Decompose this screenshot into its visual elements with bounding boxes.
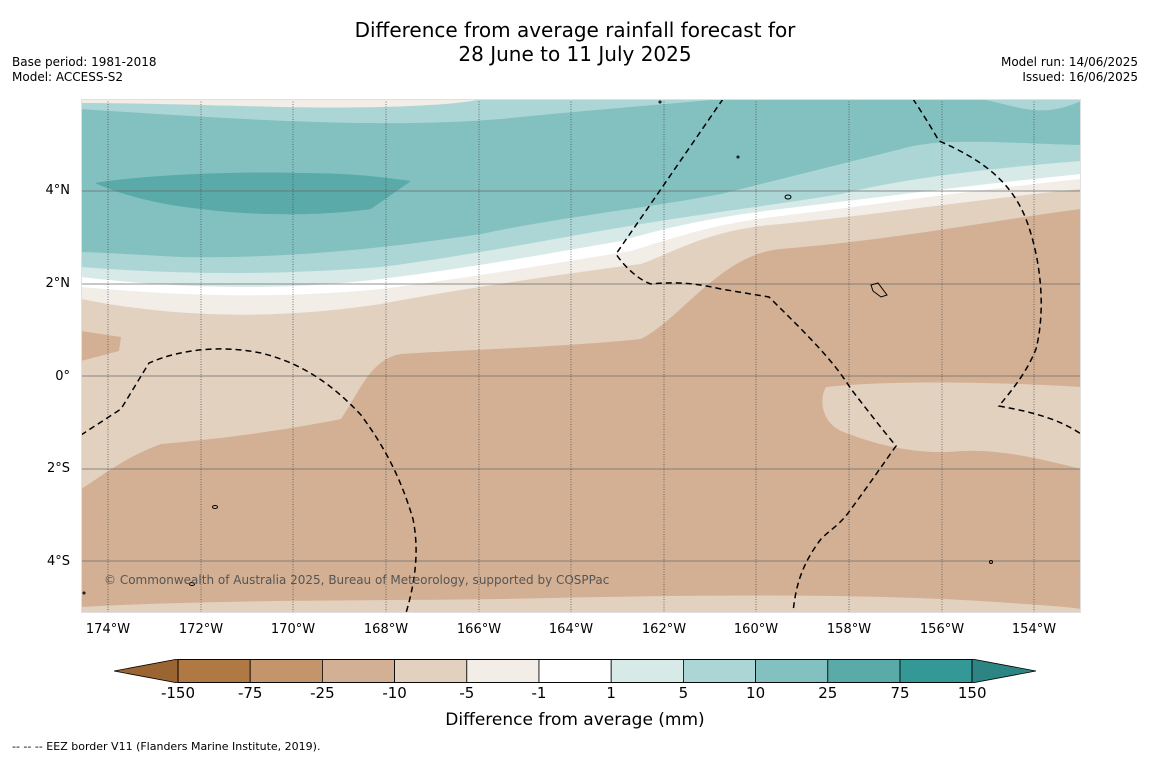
model-name: Model: ACCESS-S2 <box>12 70 124 84</box>
colorbar-cell <box>466 659 540 683</box>
colorbar-tick-label: 5 <box>678 684 689 702</box>
island-3 <box>212 505 218 509</box>
island-2 <box>870 282 888 298</box>
eez-border-west <box>81 348 417 613</box>
longitude-lines <box>107 99 1035 613</box>
colorbar-cell <box>177 659 251 683</box>
island-5 <box>658 100 662 104</box>
region-dry-light-south <box>81 595 1081 613</box>
region-top-sliver <box>81 99 481 108</box>
colorbar-cell <box>394 659 468 683</box>
lat-label-4s: 4°S <box>46 554 70 569</box>
model-run: Model run: 14/06/2025 <box>1000 55 1138 69</box>
copyright-notice: © Commonwealth of Australia 2025, Bureau… <box>104 573 610 587</box>
colorbar-extend-low <box>114 659 179 683</box>
colorbar-cell <box>755 659 829 683</box>
region-dry-light-east <box>822 382 1081 469</box>
title-line-1: Difference from average rainfall forecas… <box>354 18 796 42</box>
islands <box>82 100 993 595</box>
meta-right: Model run: 14/06/2025 Issued: 16/06/2025 <box>1001 55 1138 85</box>
colorbar-tick-label: -150 <box>160 684 196 702</box>
island-8 <box>82 591 86 595</box>
issued-date: Issued: 16/06/2025 <box>1022 70 1138 84</box>
colorbar-cell <box>899 659 973 683</box>
island-6 <box>736 155 740 159</box>
lon-label-154w: 154°W <box>1011 622 1057 637</box>
lat-label-2s: 2°S <box>46 461 70 476</box>
colorbar-tick-label: 150 <box>957 684 987 702</box>
island-7 <box>989 560 993 564</box>
lat-label-2n: 2°N <box>45 276 71 291</box>
lon-label-166w: 166°W <box>456 622 502 637</box>
lon-label-168w: 168°W <box>363 622 409 637</box>
lat-label-0: 0° <box>55 369 70 384</box>
colorbar-extend-high <box>971 659 1036 683</box>
chart-title: Difference from average rainfall forecas… <box>0 18 1150 66</box>
colorbar-cell <box>610 659 684 683</box>
lon-label-174w: 174°W <box>85 622 131 637</box>
colorbar-tick-label: 10 <box>746 684 766 702</box>
lon-label-170w: 170°W <box>270 622 316 637</box>
region-dry-patch-west <box>81 331 121 361</box>
lon-label-156w: 156°W <box>919 622 965 637</box>
colorbar <box>114 659 1036 683</box>
lat-label-4n: 4°N <box>45 183 71 198</box>
forecast-map <box>81 99 1081 613</box>
lon-label-172w: 172°W <box>178 622 224 637</box>
lon-label-162w: 162°W <box>641 622 687 637</box>
colorbar-tick-label: -25 <box>310 684 335 702</box>
colorbar-tick-label: -75 <box>237 684 263 702</box>
island-4 <box>189 582 195 586</box>
colorbar-tick-label: -1 <box>531 684 547 702</box>
lon-label-158w: 158°W <box>826 622 872 637</box>
colorbar-cell <box>321 659 395 683</box>
meta-left: Base period: 1981-2018 Model: ACCESS-S2 <box>12 55 157 85</box>
colorbar-label: Difference from average (mm) <box>445 710 705 730</box>
lon-label-164w: 164°W <box>548 622 594 637</box>
colorbar-cell <box>827 659 901 683</box>
colorbar-cell <box>538 659 612 683</box>
base-period: Base period: 1981-2018 <box>12 55 157 69</box>
latitude-lines <box>81 190 1081 562</box>
colorbar-tick-label: -10 <box>382 684 407 702</box>
colorbar-tick-label: -5 <box>459 684 475 702</box>
island-1 <box>784 194 792 200</box>
colorbar-cell <box>249 659 323 683</box>
map-svg <box>81 99 1081 613</box>
colorbar-cells <box>177 659 973 683</box>
region-wet-heavy <box>95 172 411 215</box>
eez-borders <box>81 99 1081 613</box>
title-line-2: 28 June to 11 July 2025 <box>458 42 692 66</box>
colorbar-cell <box>683 659 757 683</box>
eez-border-east <box>912 99 1081 435</box>
colorbar-tick-label: 25 <box>818 684 838 702</box>
colorbar-tick-label: 75 <box>890 684 910 702</box>
region-wet <box>81 99 1081 258</box>
colorbar-frame <box>177 659 973 683</box>
lon-label-160w: 160°W <box>733 622 779 637</box>
map-frame <box>81 99 1081 613</box>
colorbar-tick-label: 1 <box>606 684 616 702</box>
eez-footnote: -- -- -- EEZ border V11 (Flanders Marine… <box>12 740 321 753</box>
